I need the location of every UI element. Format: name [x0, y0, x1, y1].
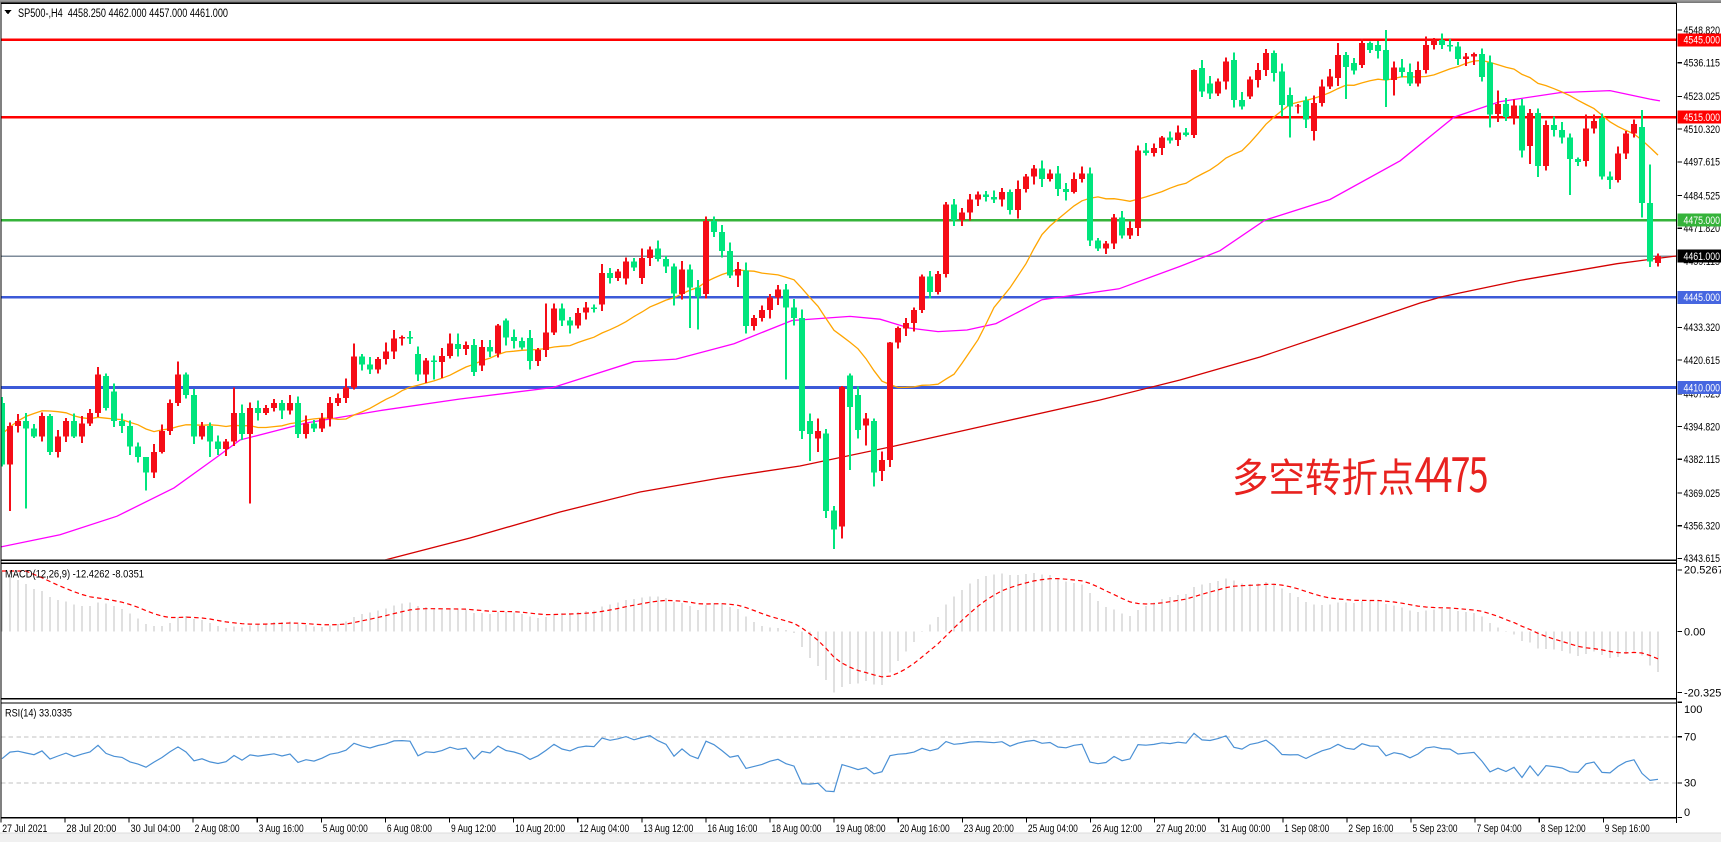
svg-text:8 Sep 12:00: 8 Sep 12:00: [1541, 823, 1586, 835]
svg-text:4484.525: 4484.525: [1684, 190, 1721, 202]
svg-text:5 Aug 00:00: 5 Aug 00:00: [323, 823, 368, 835]
svg-text:4433.320: 4433.320: [1684, 322, 1721, 334]
svg-text:12 Aug 04:00: 12 Aug 04:00: [579, 823, 629, 835]
svg-text:28 Jul 20:00: 28 Jul 20:00: [66, 823, 116, 835]
svg-text:10 Aug 20:00: 10 Aug 20:00: [515, 823, 565, 835]
svg-text:4382.115: 4382.115: [1684, 454, 1721, 466]
svg-text:4461.000: 4461.000: [1684, 251, 1721, 263]
svg-text:0.00: 0.00: [1684, 626, 1705, 638]
svg-text:4523.025: 4523.025: [1684, 91, 1721, 103]
svg-text:100: 100: [1684, 704, 1702, 716]
svg-text:20.5267: 20.5267: [1684, 565, 1721, 577]
svg-text:23 Aug 20:00: 23 Aug 20:00: [964, 823, 1014, 835]
svg-text:30 Jul 04:00: 30 Jul 04:00: [131, 823, 181, 835]
svg-text:16 Aug 16:00: 16 Aug 16:00: [707, 823, 757, 835]
svg-text:4475.000: 4475.000: [1684, 215, 1721, 227]
svg-text:4394.820: 4394.820: [1684, 421, 1721, 433]
svg-text:5 Sep 23:00: 5 Sep 23:00: [1413, 823, 1458, 835]
svg-text:4445.000: 4445.000: [1684, 292, 1721, 304]
svg-text:4536.115: 4536.115: [1684, 58, 1721, 70]
svg-text:4420.615: 4420.615: [1684, 355, 1721, 367]
svg-text:4497.615: 4497.615: [1684, 157, 1721, 169]
svg-text:4515.000: 4515.000: [1684, 112, 1721, 124]
svg-text:4356.320: 4356.320: [1684, 520, 1721, 532]
svg-text:MACD(12,26,9) -12.4262 -8.0351: MACD(12,26,9) -12.4262 -8.0351: [5, 569, 144, 581]
svg-text:2 Aug 08:00: 2 Aug 08:00: [195, 823, 240, 835]
svg-text:9 Aug 12:00: 9 Aug 12:00: [451, 823, 496, 835]
svg-text:9 Sep 16:00: 9 Sep 16:00: [1605, 823, 1650, 835]
svg-text:30: 30: [1684, 778, 1696, 790]
svg-text:0: 0: [1684, 807, 1690, 819]
svg-text:2 Sep 16:00: 2 Sep 16:00: [1348, 823, 1393, 835]
svg-text:4545.000: 4545.000: [1684, 35, 1721, 47]
svg-text:25 Aug 04:00: 25 Aug 04:00: [1028, 823, 1078, 835]
svg-text:SP500-,H4 4458.250 4462.000 4: SP500-,H4 4458.250 4462.000 4457.000 446…: [18, 8, 228, 20]
svg-text:6 Aug 08:00: 6 Aug 08:00: [387, 823, 432, 835]
svg-text:26 Aug 12:00: 26 Aug 12:00: [1092, 823, 1142, 835]
svg-text:-20.3253: -20.3253: [1684, 687, 1721, 699]
svg-text:13 Aug 12:00: 13 Aug 12:00: [643, 823, 693, 835]
svg-text:31 Aug 00:00: 31 Aug 00:00: [1220, 823, 1270, 835]
svg-text:70: 70: [1684, 732, 1696, 744]
svg-text:27 Jul 2021: 27 Jul 2021: [2, 823, 47, 835]
svg-text:18 Aug 00:00: 18 Aug 00:00: [772, 823, 822, 835]
svg-text:19 Aug 08:00: 19 Aug 08:00: [836, 823, 886, 835]
svg-text:3 Aug 16:00: 3 Aug 16:00: [259, 823, 304, 835]
svg-text:4410.000: 4410.000: [1684, 382, 1721, 394]
svg-text:4343.615: 4343.615: [1684, 553, 1721, 565]
svg-text:7 Sep 04:00: 7 Sep 04:00: [1477, 823, 1522, 835]
svg-text:4369.025: 4369.025: [1684, 488, 1721, 500]
svg-text:1 Sep 08:00: 1 Sep 08:00: [1284, 823, 1329, 835]
svg-text:20 Aug 16:00: 20 Aug 16:00: [900, 823, 950, 835]
svg-text:RSI(14) 33.0335: RSI(14) 33.0335: [5, 708, 72, 720]
svg-text:27 Aug 20:00: 27 Aug 20:00: [1156, 823, 1206, 835]
svg-text:4510.320: 4510.320: [1684, 124, 1721, 136]
